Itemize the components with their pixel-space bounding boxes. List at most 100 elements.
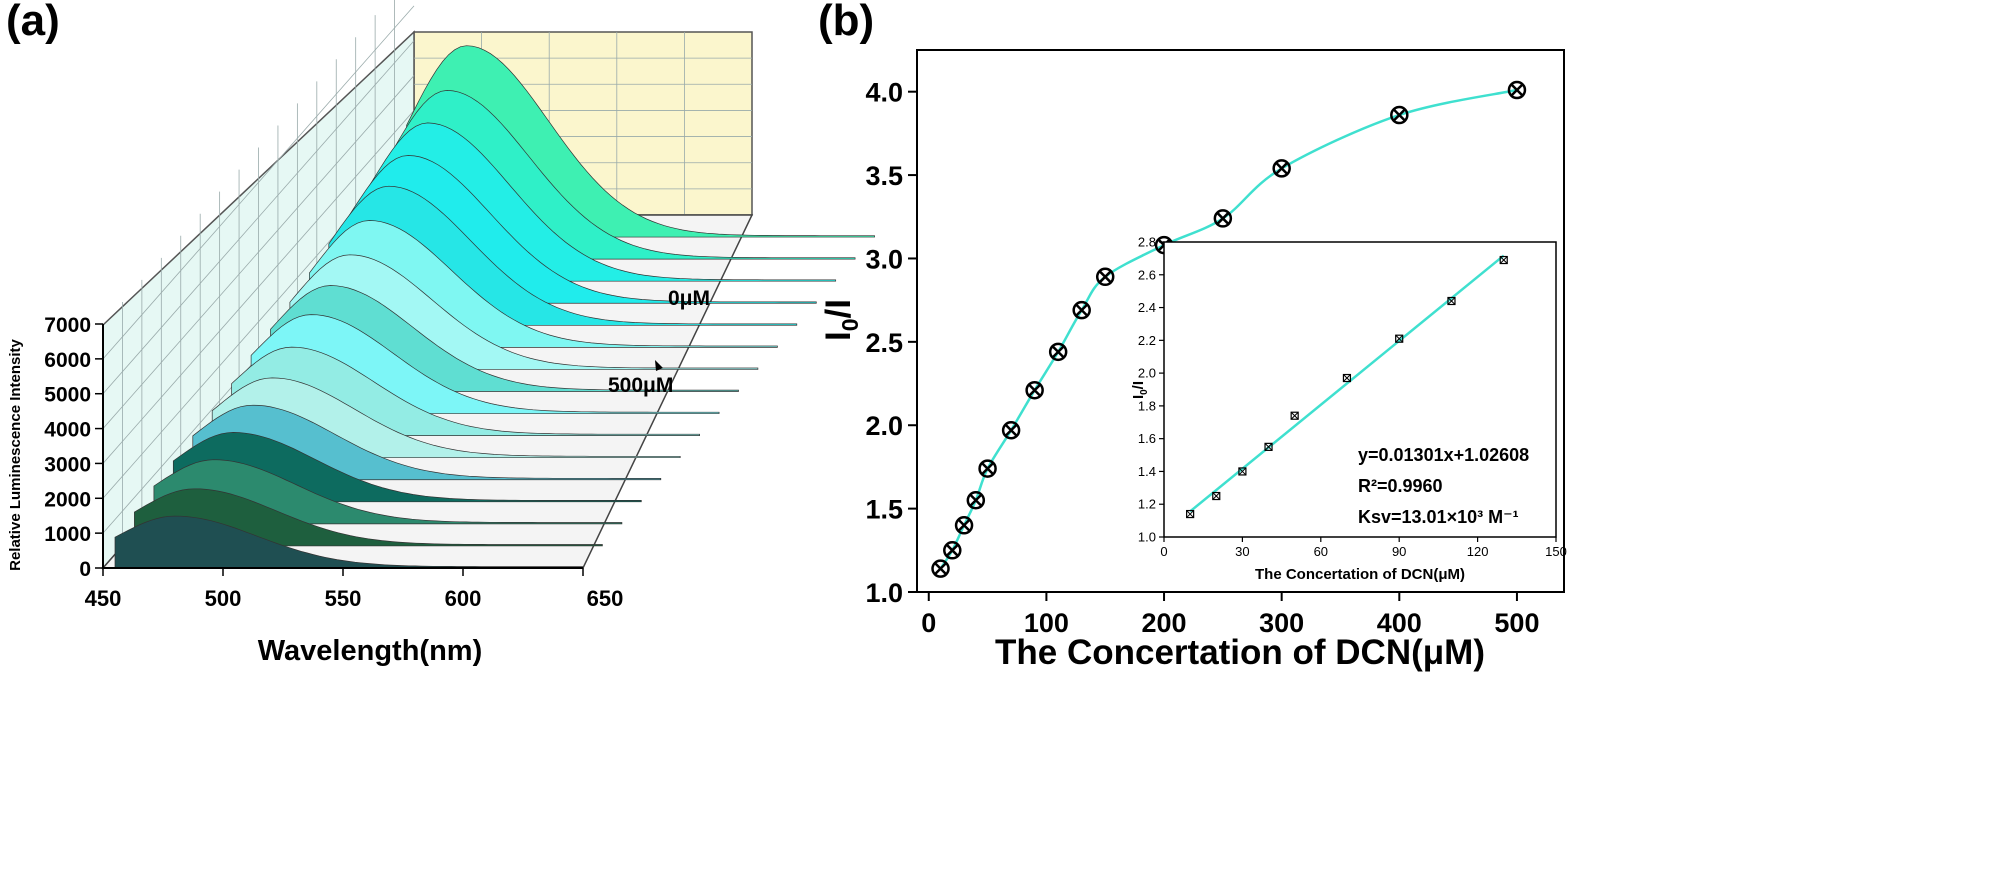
a-y-tick-label: 1000	[44, 523, 91, 546]
inset-ksv: Ksv=13.01×10³ M⁻¹	[1358, 507, 1519, 527]
inset-x-tick-label: 0	[1160, 544, 1167, 559]
b-y-tick-label: 1.0	[865, 578, 903, 608]
b-data-point	[1507, 80, 1527, 100]
inset-x-tick-label: 90	[1392, 544, 1406, 559]
inset-axes: 0 30 60 90 120 150 1.0 1.2 1.4 1.6 1.8 2.0 2.2 2.4 2.6…	[1138, 235, 1567, 560]
b-y-tick-label: 3.5	[865, 161, 903, 191]
inset-equation: y=0.01301x+1.02608	[1358, 445, 1529, 465]
inset-data-point	[1290, 411, 1299, 420]
b-y-tick-label: 4.0	[865, 78, 903, 108]
a-x-tick-label: 650	[587, 586, 624, 611]
b-x-tick-label: 500	[1494, 608, 1539, 638]
inset-y-tick-label: 1.8	[1138, 398, 1156, 413]
inset-y-tick-label: 1.2	[1138, 497, 1156, 512]
spectra-ridges	[114, 45, 875, 569]
b-x-tick-label: 0	[921, 608, 936, 638]
wall-grid-line	[102, 75, 415, 429]
b-y-tick-label: 2.0	[865, 411, 903, 441]
panel-label-a: (a)	[6, 0, 60, 45]
svg-text:I0/I: I0/I	[819, 299, 863, 341]
a-y-tick-label: 4000	[44, 419, 91, 442]
inset-data-point	[1342, 373, 1352, 383]
inset-y-tick-label: 1.6	[1138, 431, 1156, 446]
b-data-point	[978, 459, 997, 478]
a-y-tick-label: 0	[79, 558, 91, 581]
b-x-tick-label: 400	[1377, 608, 1422, 638]
b-plot-frame	[916, 49, 1565, 593]
b-data-point	[943, 541, 962, 560]
b-data-point	[1213, 209, 1233, 228]
inset-y-tick-label: 2.2	[1138, 333, 1156, 348]
inset-data-point	[1395, 334, 1404, 343]
b-data-point	[966, 491, 986, 510]
a-x-tick-label: 450	[85, 586, 122, 611]
a-x-tick-label: 500	[205, 586, 242, 611]
label-0uM: 0μM	[668, 287, 710, 310]
inset-y-tick-label: 2.0	[1138, 366, 1156, 381]
a-y-tick-label: 2000	[44, 488, 91, 511]
b-data-point	[1095, 267, 1115, 287]
wall-grid-line	[102, 40, 415, 394]
inset-r2: R²=0.9960	[1358, 476, 1443, 496]
b-data-point	[1272, 159, 1291, 178]
a-ylabel: Relative Luminescence Intensity	[7, 338, 24, 570]
inset-data-point	[1264, 442, 1273, 451]
inset-data-point	[1499, 255, 1508, 265]
b-x-tick-label: 200	[1142, 608, 1187, 638]
axes-a: 450 500 550 600 650 0 1000 2000 3000 4000 5000 6000…	[44, 314, 623, 611]
b-y-tick-label: 3.0	[865, 244, 903, 274]
inset-x-tick-label: 30	[1235, 544, 1249, 559]
b-y-tick-label: 2.5	[865, 328, 903, 358]
inset-data-point	[1238, 467, 1247, 476]
a-y-tick-label: 7000	[44, 314, 91, 337]
b-data-point	[1072, 300, 1091, 320]
inset-data-point	[1447, 296, 1456, 306]
inset-x-tick-label: 60	[1314, 544, 1328, 559]
b-x-tick-label: 300	[1259, 608, 1304, 638]
a-x-tick-label: 550	[325, 586, 362, 611]
wall-grid-line	[102, 5, 415, 360]
inset-x-tick-label: 150	[1545, 544, 1567, 559]
inset-x-tick-label: 120	[1467, 544, 1489, 559]
inset-fit-line	[1189, 254, 1505, 513]
inset-y-tick-label: 1.4	[1138, 464, 1156, 479]
a-x-tick-label: 600	[445, 586, 482, 611]
b-data-point	[1001, 420, 1021, 440]
spectrum-ridge	[153, 459, 623, 525]
arrow-down-icon	[655, 360, 663, 371]
b-data-point	[954, 516, 974, 535]
spectrum-ridge	[134, 488, 603, 547]
b-xlabel: The Concertation of DCN(μM)	[995, 633, 1485, 672]
label-500uM: 500μM	[608, 374, 673, 397]
a-y-tick-label: 3000	[44, 453, 91, 476]
b-data-point	[931, 559, 950, 578]
inset-frame	[1163, 241, 1557, 538]
inset-xlabel: The Concertation of DCN(μM)	[1255, 566, 1465, 583]
svg-text:I0/I: I0/I	[1130, 381, 1150, 399]
spectrum-ridge	[114, 515, 584, 569]
inset-y-tick-label: 2.4	[1138, 300, 1156, 315]
panel-label-b: (b)	[818, 0, 875, 45]
wall-grid-line	[102, 110, 415, 464]
inset-y-tick-label: 1.0	[1138, 530, 1156, 545]
a-y-tick-label: 5000	[44, 384, 91, 407]
a-xlabel: Wavelength(nm)	[258, 635, 482, 667]
inset-y-tick-label: 2.8	[1138, 235, 1156, 250]
inset-ylabel: I0/I	[1130, 381, 1150, 399]
b-data-point	[1048, 342, 1068, 362]
b-data-point	[1390, 105, 1409, 125]
a-y-tick-label: 6000	[44, 349, 91, 372]
b-x-tick-label: 100	[1024, 608, 1069, 638]
panel-a-chart: 450 500 550 600 650 0 1000 2000 3000 4000 5000 6000…	[7, 0, 875, 667]
inset-data-point	[1186, 509, 1195, 519]
b-markers	[931, 80, 1527, 578]
b-ylabel: I0/I	[819, 299, 863, 341]
b-y-tick-label: 1.5	[865, 495, 903, 525]
inset-data-point	[1212, 491, 1221, 501]
inset-markers	[1186, 255, 1508, 519]
b-data-point	[1025, 380, 1044, 400]
inset-y-tick-label: 2.6	[1138, 267, 1156, 282]
